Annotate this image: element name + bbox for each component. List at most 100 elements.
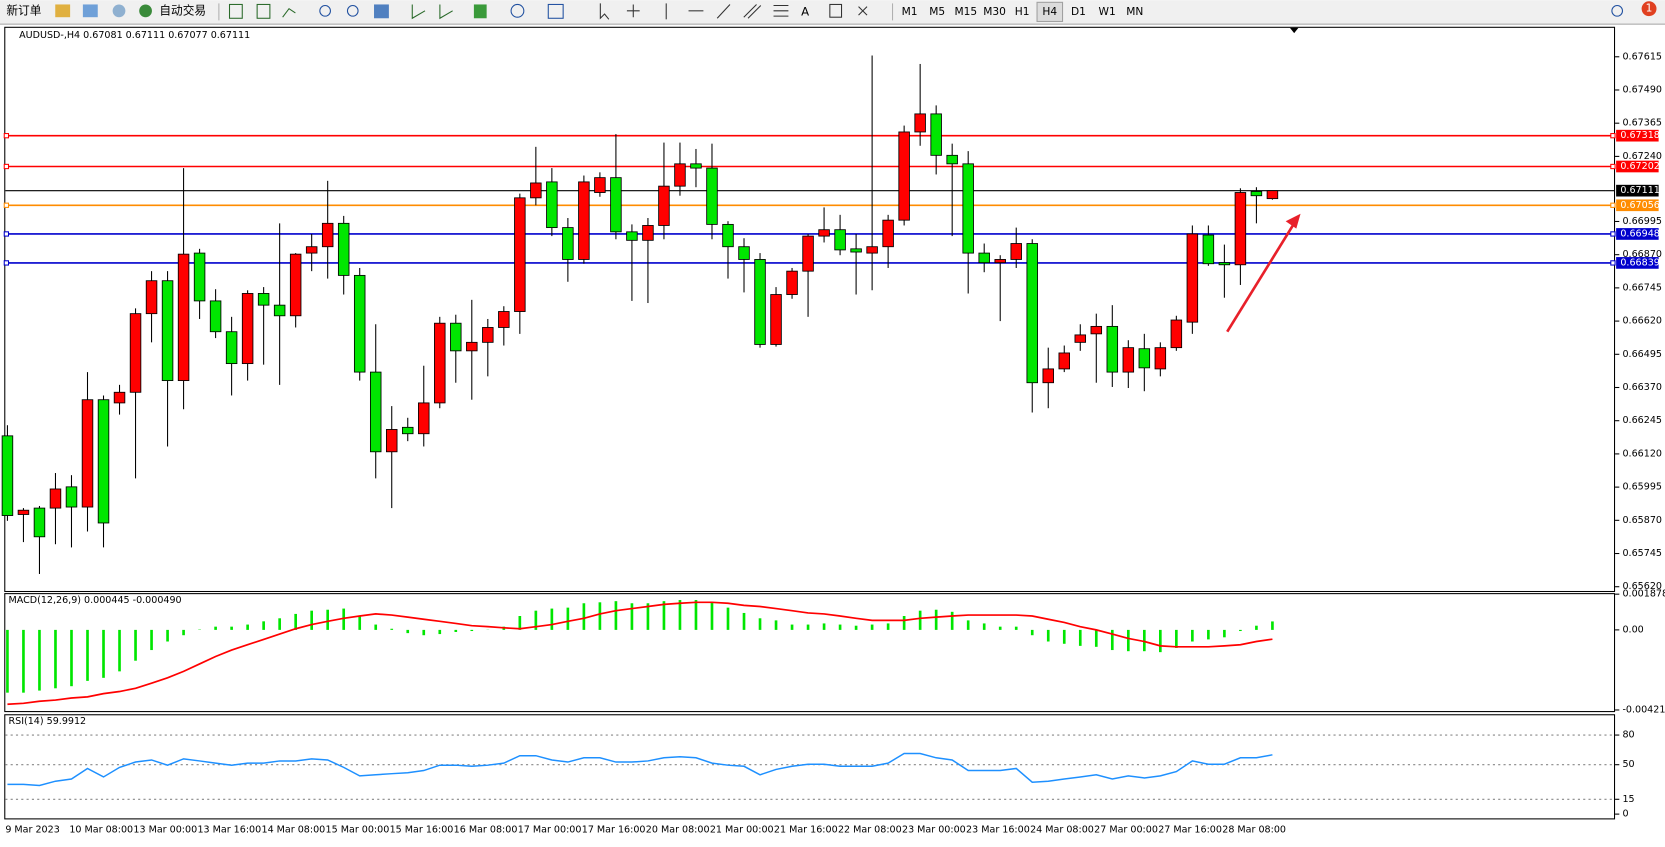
level-handle: [3, 202, 10, 208]
candle-body: [177, 253, 190, 382]
trendline-tool[interactable]: [716, 4, 731, 19]
icon[interactable]: [411, 4, 426, 20]
timeframe-button[interactable]: H4: [1042, 5, 1057, 18]
timeframe-button[interactable]: H1: [1015, 5, 1030, 18]
candle-body: [866, 246, 878, 254]
level-price-label: 0.66948: [1620, 228, 1659, 239]
x-tick-label: 14 Mar 08:00: [262, 825, 326, 836]
zoom-out[interactable]: [346, 4, 359, 17]
candle-body: [1234, 192, 1247, 266]
candle-body: [1026, 243, 1038, 384]
auto-trading-button[interactable]: 自动交易: [159, 3, 206, 17]
candle-body: [962, 163, 974, 254]
candle-body: [65, 486, 78, 508]
indicators[interactable]: [473, 4, 487, 19]
timeframe-button[interactable]: D1: [1071, 5, 1086, 18]
x-tick-label: 17 Mar 00:00: [518, 825, 582, 836]
icon[interactable]: [439, 4, 453, 20]
y-tick-label: 0.67365: [1622, 118, 1661, 129]
candle-body: [1154, 347, 1167, 370]
candle-body: [1122, 347, 1135, 373]
macd-pane: [4, 593, 1616, 713]
candle-body: [914, 113, 926, 133]
text-tool[interactable]: A: [801, 4, 809, 18]
fibo-tool[interactable]: [773, 4, 789, 17]
candle-body: [930, 113, 942, 156]
timeframe-button[interactable]: M15: [955, 5, 978, 18]
icon[interactable]: [82, 4, 98, 18]
y-tick-label: 0.67240: [1622, 151, 1661, 162]
timeframe-button[interactable]: M5: [929, 5, 945, 18]
candle-body: [225, 331, 238, 365]
candle-body: [1186, 233, 1199, 323]
templates[interactable]: [547, 3, 564, 19]
x-tick-label: 21 Mar 16:00: [774, 825, 838, 836]
level-handle: [1610, 260, 1616, 266]
x-tick-label: 23 Mar 16:00: [966, 825, 1030, 836]
level-handle: [1610, 231, 1616, 237]
candle-body: [1058, 352, 1070, 370]
timeframe-button[interactable]: M1: [902, 5, 918, 18]
candle-body: [1138, 348, 1151, 369]
annotation-arrowhead: [1285, 213, 1301, 229]
candle-body: [1090, 325, 1103, 335]
candle-body: [1, 435, 14, 516]
timeframe-selected: [1036, 1, 1064, 22]
search[interactable]: [1611, 4, 1624, 17]
pane-title: RSI(14) 59.9912: [9, 716, 87, 727]
icon[interactable]: [256, 3, 271, 19]
candle-body: [161, 280, 174, 382]
y-tick-label: 0.66370: [1622, 382, 1661, 393]
icon[interactable]: [282, 7, 296, 18]
candle-body: [498, 311, 510, 328]
timeframe-button[interactable]: MN: [1126, 5, 1143, 18]
candle-body: [818, 229, 830, 237]
candle-body: [834, 229, 846, 251]
level-handle: [1610, 202, 1616, 208]
timeframes: M1 M5 M15 M30 H1 H4 D1 W1 MN: [902, 1, 1143, 22]
candle-body: [642, 225, 654, 241]
icon[interactable]: [55, 4, 71, 18]
auto-trading-icon[interactable]: [139, 4, 152, 18]
y-tick-label: 0.67615: [1622, 51, 1661, 62]
x-tick-label: 27 Mar 16:00: [1158, 825, 1222, 836]
label-tool[interactable]: [829, 3, 843, 18]
y-tick-label: 0.67490: [1622, 84, 1661, 95]
cursor-tool[interactable]: [599, 3, 610, 20]
notification-badge[interactable]: [1641, 1, 1657, 17]
level-price-box: [1616, 160, 1659, 173]
candle-body: [802, 235, 814, 272]
arrows-tool[interactable]: [858, 6, 868, 16]
timeframe-button[interactable]: M30: [983, 5, 1006, 18]
candle-body: [450, 322, 462, 352]
level-price-label: 0.67202: [1620, 161, 1659, 172]
candle-body: [145, 280, 158, 315]
y-tick-label: 0.65620: [1622, 581, 1661, 592]
y-tick-label: 15: [1622, 794, 1634, 805]
icon[interactable]: [374, 4, 389, 19]
timeframe-button[interactable]: W1: [1099, 5, 1116, 18]
candle-body: [33, 507, 46, 538]
new-order-button[interactable]: 新订单: [6, 3, 41, 17]
candle-body: [418, 402, 430, 435]
icon[interactable]: [228, 3, 243, 19]
candle-body: [738, 246, 750, 260]
last-price-box: [1616, 184, 1659, 197]
x-tick-label: 17 Mar 16:00: [582, 825, 646, 836]
candle-body: [353, 274, 366, 373]
x-tick-label: 23 Mar 00:00: [902, 825, 966, 836]
candle-body: [482, 327, 494, 343]
channel-tool[interactable]: [743, 4, 762, 19]
candle-body: [1170, 319, 1183, 349]
level-handle: [3, 260, 10, 266]
notification-count: 1: [1646, 2, 1653, 15]
candle-body: [546, 181, 558, 229]
zoom-in[interactable]: [319, 4, 331, 17]
periods[interactable]: [510, 3, 525, 18]
crosshair-tool[interactable]: [626, 4, 640, 18]
level-price-box: [1616, 257, 1659, 269]
x-tick-label: 9 Mar 2023: [5, 825, 59, 836]
icon[interactable]: [112, 4, 126, 18]
